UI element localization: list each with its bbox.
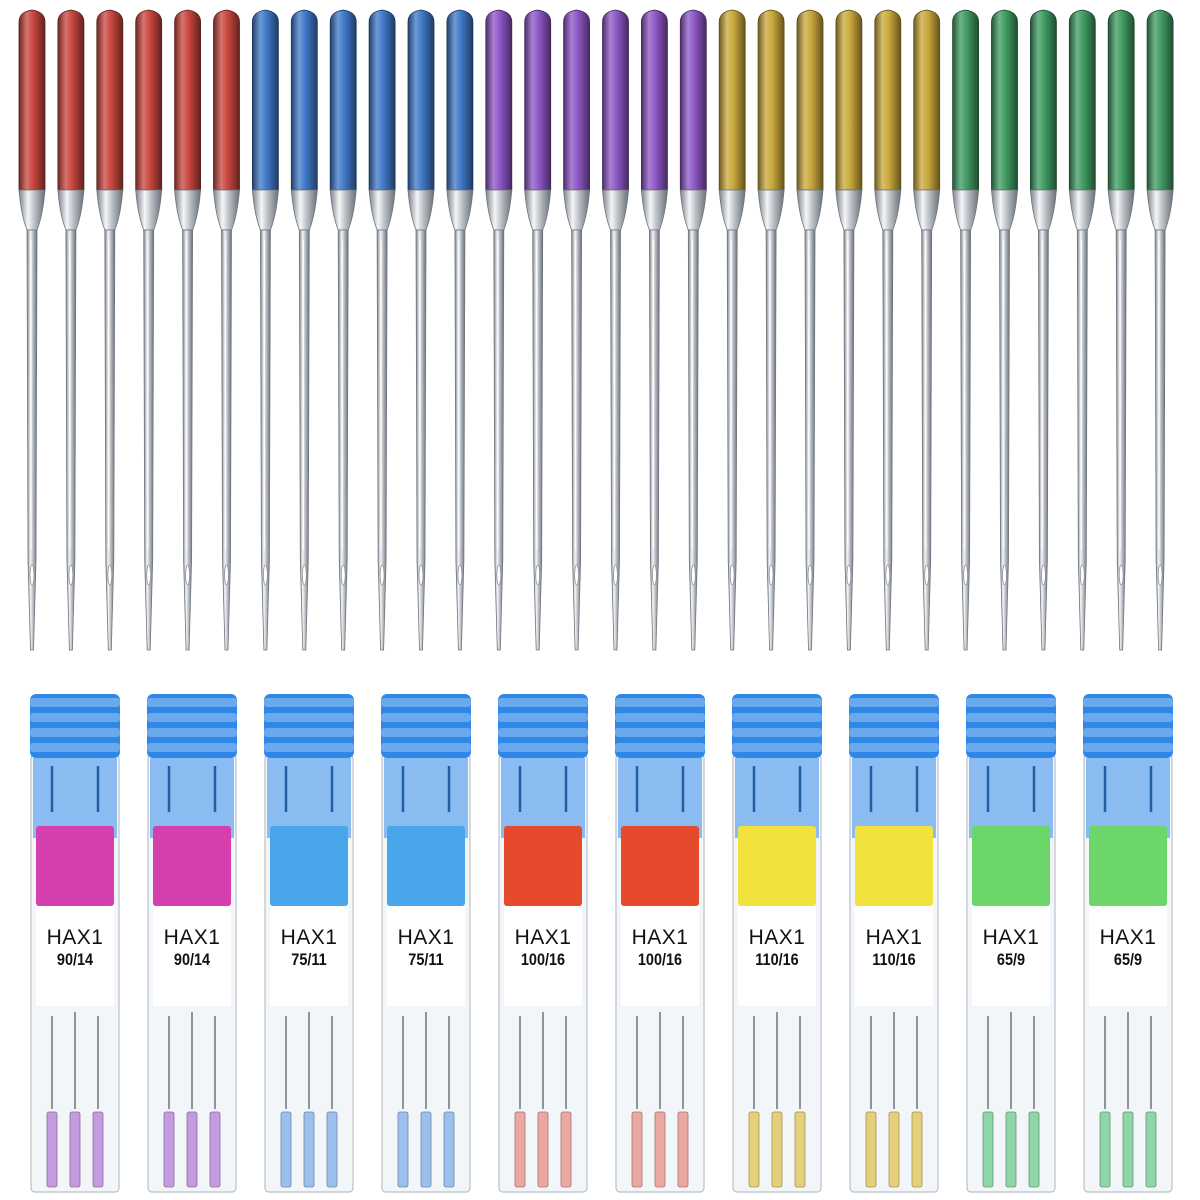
needle (835, 9, 863, 651)
needle (524, 9, 552, 651)
needle (1068, 9, 1096, 651)
color-swatch (1089, 826, 1167, 906)
case-size-label: 110/16 (755, 950, 799, 969)
needle (57, 9, 85, 651)
needle (1107, 9, 1135, 651)
case-model-label: HAX1 (163, 926, 221, 949)
case-model-label: HAX1 (982, 926, 1040, 949)
needle-case: HAX1 65/9 (1083, 694, 1173, 1194)
needle (251, 9, 279, 651)
color-swatch (621, 826, 699, 906)
needle-case: HAX1 110/16 (732, 694, 822, 1194)
color-swatch (270, 826, 348, 906)
case-model-label: HAX1 (397, 926, 455, 949)
case-model-label: HAX1 (514, 926, 572, 949)
case-model-label: HAX1 (46, 926, 104, 949)
needle (563, 9, 591, 651)
case-size-label: 110/16 (872, 950, 916, 969)
needle-case: HAX1 75/11 (264, 694, 354, 1194)
color-swatch (504, 826, 582, 906)
color-swatch (855, 826, 933, 906)
needle-case: HAX1 90/14 (30, 694, 120, 1194)
case-size-label: 75/11 (408, 950, 444, 969)
needle (174, 9, 202, 651)
needle-case: HAX1 110/16 (849, 694, 939, 1194)
needle (290, 9, 318, 651)
needle-case: HAX1 90/14 (147, 694, 237, 1194)
case-size-label: 65/9 (1113, 950, 1143, 969)
needle (640, 9, 668, 651)
needle (446, 9, 474, 651)
color-swatch (387, 826, 465, 906)
color-swatch (153, 826, 231, 906)
needle-case: HAX1 100/16 (615, 694, 705, 1194)
needle (874, 9, 902, 651)
needle (602, 9, 629, 651)
needle (18, 9, 46, 651)
needle (135, 9, 163, 651)
color-swatch (738, 826, 816, 906)
case-model-label: HAX1 (1099, 926, 1157, 949)
needle (329, 9, 357, 651)
needle (485, 9, 513, 651)
needle (96, 9, 124, 651)
needle (952, 9, 980, 651)
case-model-label: HAX1 (748, 926, 806, 949)
case-size-label: 90/14 (56, 950, 94, 969)
needle (913, 9, 941, 651)
needle-row (18, 9, 1174, 651)
needle (991, 9, 1018, 651)
case-size-label: 100/16 (520, 950, 566, 969)
case-size-label: 90/14 (173, 950, 211, 969)
color-swatch (36, 826, 114, 906)
color-swatch (972, 826, 1050, 906)
needle-case: HAX1 65/9 (966, 694, 1056, 1194)
needle (757, 9, 785, 651)
needle-case: HAX1 100/16 (498, 694, 588, 1194)
case-model-label: HAX1 (865, 926, 923, 949)
case-model-label: HAX1 (631, 926, 689, 949)
case-size-label: 65/9 (996, 950, 1026, 969)
needle (213, 9, 240, 651)
needle-case: HAX1 75/11 (381, 694, 471, 1194)
needle (1029, 9, 1057, 651)
case-size-label: 100/16 (637, 950, 683, 969)
needle (407, 9, 435, 651)
case-model-label: HAX1 (280, 926, 338, 949)
needle-cases: HAX1 90/14 HAX1 90/14 HAX1 75/11 HAX1 75/11 HAX1… (0, 680, 1200, 1200)
case-size-label: 75/11 (291, 950, 327, 969)
needle (679, 9, 707, 651)
needle (1146, 9, 1174, 651)
needle (718, 9, 746, 651)
needle (368, 9, 396, 651)
needle (796, 9, 824, 651)
